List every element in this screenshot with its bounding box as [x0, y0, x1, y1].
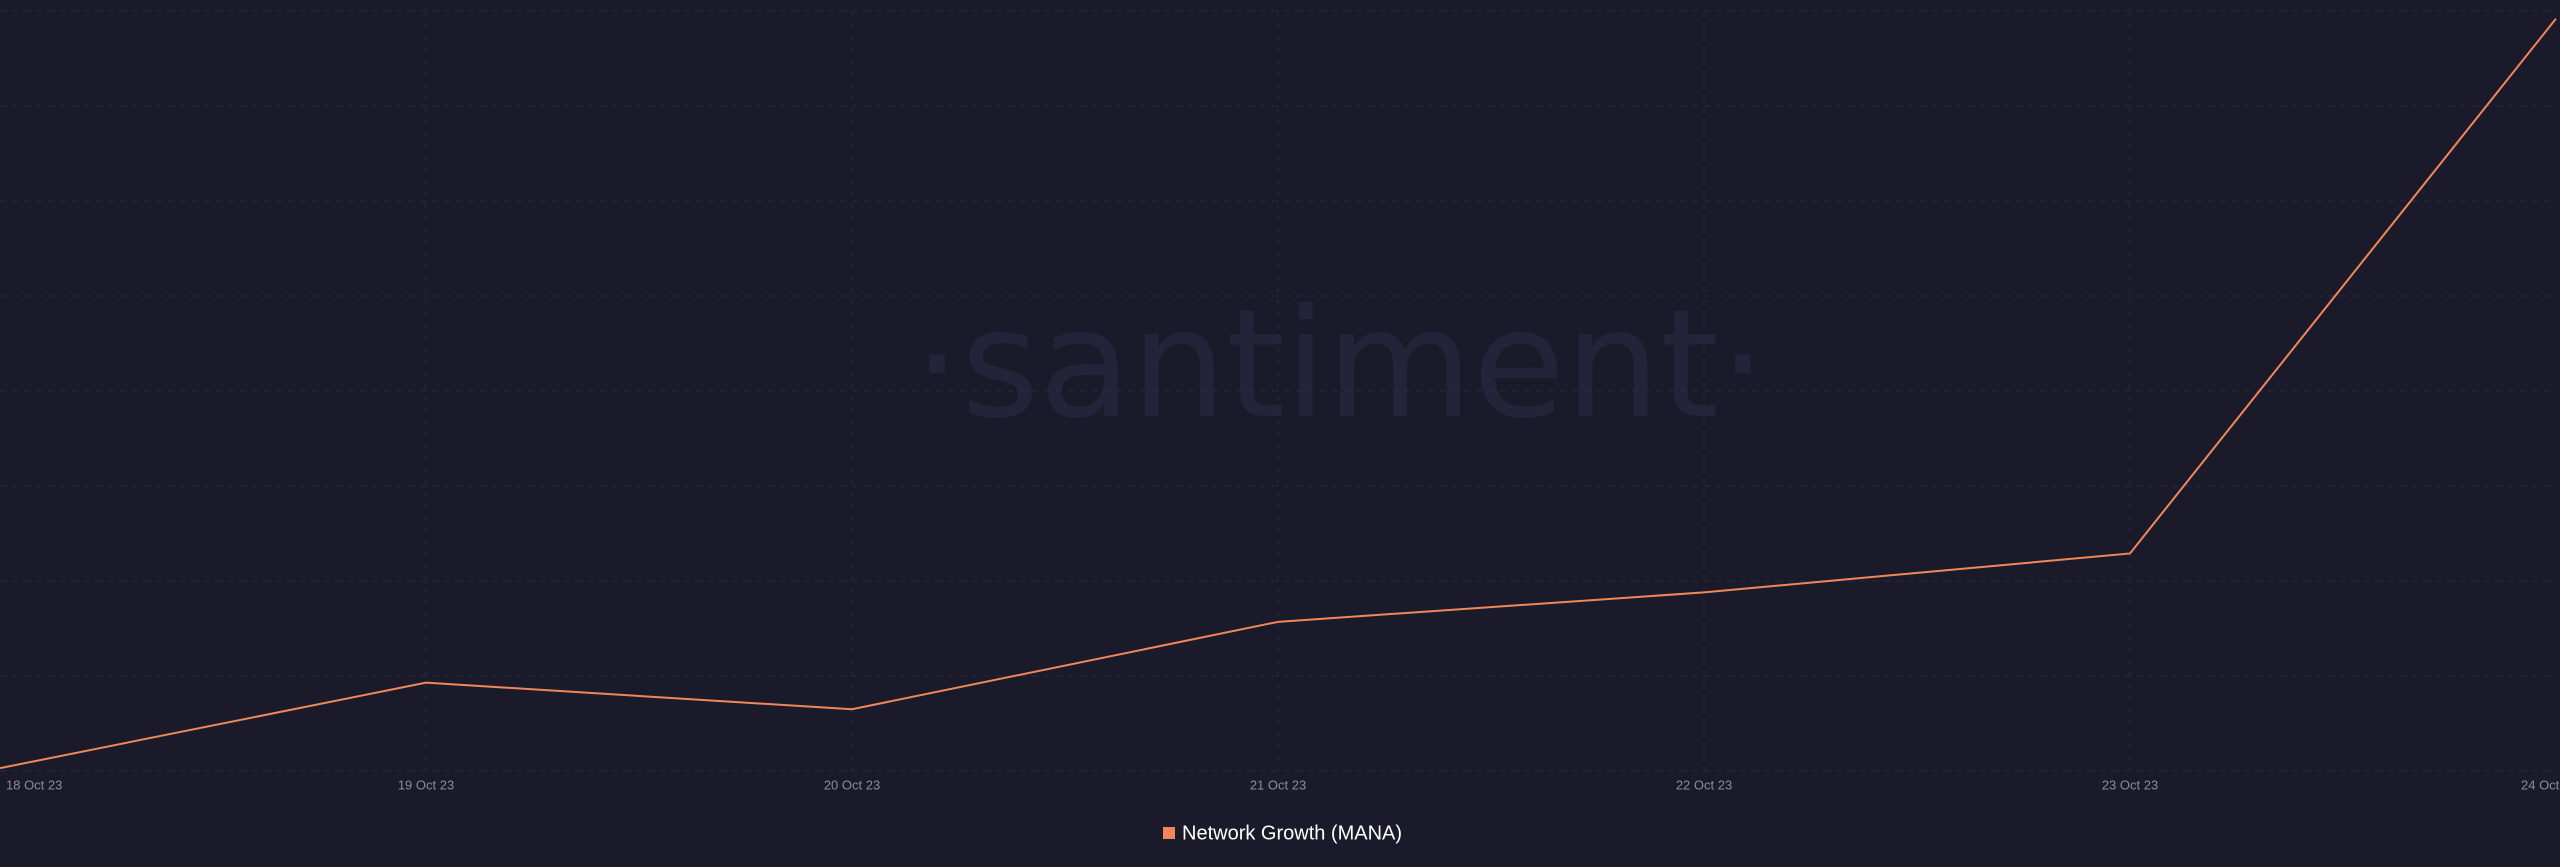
x-tick-label: 20 Oct 23 [824, 777, 880, 792]
series-line [0, 17, 2557, 770]
x-tick-label: 18 Oct 23 [6, 777, 62, 792]
x-tick-label: 19 Oct 23 [398, 777, 454, 792]
legend-swatch [1163, 827, 1175, 839]
x-tick-label: 21 Oct 23 [1250, 777, 1306, 792]
watermark: ·santiment· [913, 278, 1766, 452]
x-tick-label: 24 Oct 23 [2521, 777, 2560, 792]
x-tick-label: 23 Oct 23 [2102, 777, 2158, 792]
legend-label: Network Growth (MANA) [1182, 822, 1402, 844]
x-tick-label: 22 Oct 23 [1676, 777, 1732, 792]
